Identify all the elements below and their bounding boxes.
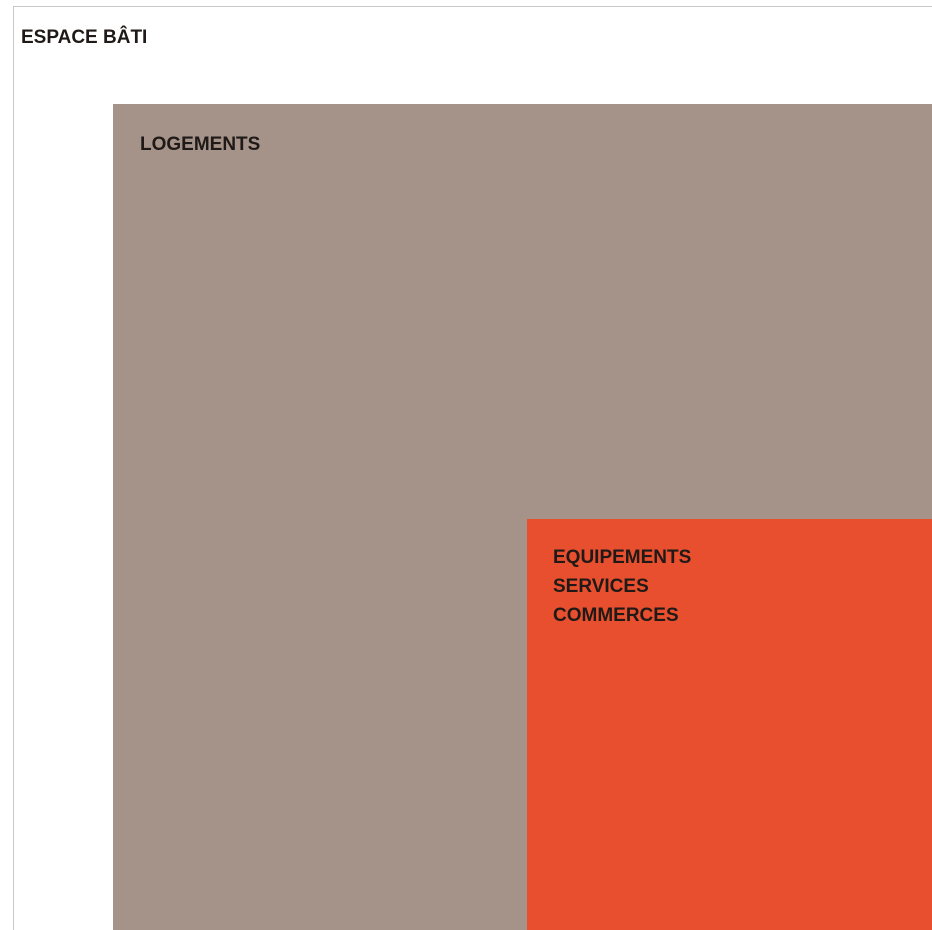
services-label: SERVICES xyxy=(553,576,649,597)
logements-label: LOGEMENTS xyxy=(140,134,261,155)
equipements-label-list: EQUIPEMENTS SERVICES COMMERCES xyxy=(553,543,691,630)
commerces-label: COMMERCES xyxy=(553,605,679,626)
equipements-area: EQUIPEMENTS SERVICES COMMERCES xyxy=(527,519,932,930)
espace-bati-label: ESPACE BÂTI xyxy=(21,27,148,48)
equipements-label: EQUIPEMENTS xyxy=(553,547,692,568)
logements-area: LOGEMENTS EQUIPEMENTS SERVICES COMMERCES xyxy=(113,104,932,930)
